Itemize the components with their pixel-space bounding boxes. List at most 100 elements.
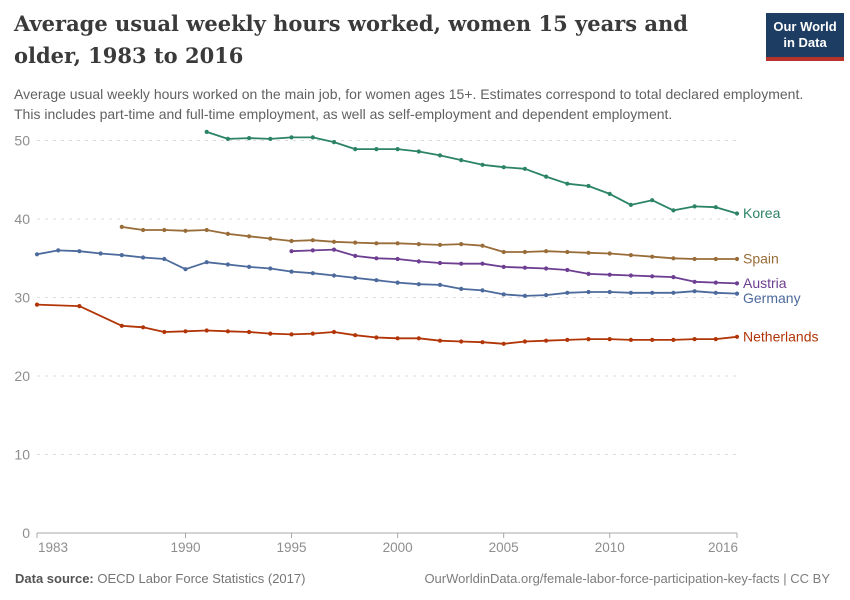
point-netherlands-1996 bbox=[310, 331, 315, 336]
point-spain-1996 bbox=[310, 238, 315, 243]
point-netherlands-2013 bbox=[671, 337, 676, 342]
point-germany-2014 bbox=[692, 289, 697, 294]
chart-canvas: 0 10 20 30 40 50 1983 1990 1995 2000 2005 2010 2016 K… bbox=[14, 129, 819, 555]
point-korea-2011 bbox=[628, 202, 634, 207]
point-spain-1998 bbox=[353, 240, 358, 245]
point-netherlands-1998 bbox=[353, 333, 358, 338]
point-germany-1984 bbox=[56, 248, 61, 253]
point-austria-2005 bbox=[501, 264, 506, 269]
point-germany-1997 bbox=[331, 273, 337, 278]
point-korea-1994 bbox=[268, 136, 273, 141]
point-netherlands-2006 bbox=[522, 339, 528, 344]
point-spain-1991 bbox=[204, 227, 209, 233]
point-austria-2002 bbox=[437, 260, 443, 266]
point-netherlands-1989 bbox=[162, 329, 167, 335]
x-axis-tick-label-2010: 2010 bbox=[595, 540, 625, 555]
point-korea-1991 bbox=[204, 129, 209, 134]
point-spain-2014 bbox=[692, 256, 697, 262]
point-korea-1995 bbox=[289, 135, 294, 140]
point-spain-1997 bbox=[331, 239, 337, 244]
point-korea-2004 bbox=[480, 162, 485, 167]
point-germany-1996 bbox=[310, 271, 315, 276]
point-korea-2013 bbox=[671, 208, 676, 213]
y-axis-tick-label-10: 10 bbox=[14, 447, 30, 463]
point-austria-1997 bbox=[331, 247, 337, 252]
point-austria-2013 bbox=[671, 275, 676, 280]
point-korea-1993 bbox=[247, 136, 252, 141]
footer-credit-link[interactable]: OurWorldinData.org/female-labor-force-pa… bbox=[424, 571, 830, 586]
point-spain-2008 bbox=[565, 249, 570, 255]
series-label-austria[interactable]: Austria bbox=[743, 275, 787, 291]
point-germany-1988 bbox=[141, 255, 146, 260]
line-netherlands[interactable] bbox=[36, 303, 738, 345]
point-germany-1994 bbox=[268, 266, 273, 271]
series-netherlands[interactable] bbox=[34, 302, 740, 346]
point-korea-1992 bbox=[225, 136, 230, 141]
point-austria-2016 bbox=[734, 281, 740, 286]
point-spain-2007 bbox=[544, 249, 549, 254]
point-netherlands-2015 bbox=[713, 337, 718, 342]
point-netherlands-1992 bbox=[225, 329, 230, 334]
point-korea-1997 bbox=[331, 140, 337, 145]
point-korea-2015 bbox=[713, 205, 718, 210]
point-netherlands-1999 bbox=[374, 335, 379, 340]
y-axis-tick-label-20: 20 bbox=[14, 368, 30, 384]
point-germany-2009 bbox=[586, 289, 591, 295]
point-netherlands-2005 bbox=[501, 341, 506, 346]
point-netherlands-1993 bbox=[247, 329, 252, 335]
point-korea-1999 bbox=[374, 147, 379, 152]
owid-logo-line1: Our World bbox=[773, 19, 837, 34]
data-source-label: Data source: bbox=[15, 571, 94, 586]
point-spain-1993 bbox=[247, 234, 252, 239]
point-spain-2013 bbox=[671, 256, 676, 261]
point-spain-1992 bbox=[225, 231, 230, 236]
footer: Data source: OECD Labor Force Statistics… bbox=[0, 568, 850, 592]
point-netherlands-2008 bbox=[565, 337, 570, 342]
point-spain-2004 bbox=[480, 243, 485, 248]
page-title: Average usual weekly hours worked, women… bbox=[14, 11, 688, 68]
point-korea-2001 bbox=[416, 149, 421, 154]
x-axis-tick-label-1995: 1995 bbox=[277, 540, 307, 555]
point-spain-1995 bbox=[289, 238, 294, 244]
point-netherlands-2001 bbox=[416, 336, 421, 341]
point-spain-1990 bbox=[183, 228, 188, 233]
point-austria-2008 bbox=[565, 267, 570, 273]
point-netherlands-1990 bbox=[183, 329, 188, 334]
point-germany-1991 bbox=[204, 260, 209, 265]
point-germany-1993 bbox=[247, 264, 252, 269]
point-netherlands-1988 bbox=[141, 325, 146, 330]
series-germany[interactable] bbox=[34, 248, 740, 298]
series-label-korea[interactable]: Korea bbox=[743, 205, 781, 221]
point-germany-1983 bbox=[34, 252, 40, 257]
series-label-spain[interactable]: Spain bbox=[743, 251, 779, 267]
point-germany-2000 bbox=[395, 280, 400, 285]
series-austria[interactable] bbox=[289, 247, 740, 286]
series-spain[interactable] bbox=[119, 224, 740, 262]
line-spain[interactable] bbox=[121, 226, 737, 260]
point-korea-2002 bbox=[437, 153, 443, 158]
point-spain-1999 bbox=[374, 241, 379, 246]
point-netherlands-1995 bbox=[289, 332, 294, 337]
line-austria[interactable] bbox=[291, 248, 738, 285]
point-spain-2016 bbox=[734, 256, 740, 262]
point-spain-1987 bbox=[119, 224, 124, 229]
point-germany-1998 bbox=[353, 275, 358, 280]
point-korea-2009 bbox=[586, 183, 591, 189]
point-korea-2000 bbox=[395, 147, 400, 152]
line-germany[interactable] bbox=[36, 249, 738, 297]
point-spain-2011 bbox=[628, 253, 634, 258]
point-germany-2002 bbox=[437, 282, 443, 287]
x-axis-tick-label-2005: 2005 bbox=[489, 540, 519, 555]
series-korea[interactable] bbox=[204, 129, 740, 216]
point-netherlands-1987 bbox=[119, 323, 124, 328]
series-label-netherlands[interactable]: Netherlands bbox=[743, 328, 819, 344]
owid-logo[interactable]: Our World in Data bbox=[766, 13, 844, 61]
point-germany-2005 bbox=[501, 292, 506, 297]
y-axis-tick-label-0: 0 bbox=[22, 525, 30, 541]
point-germany-1985 bbox=[77, 249, 82, 254]
point-germany-2001 bbox=[416, 282, 421, 287]
point-germany-2007 bbox=[544, 293, 549, 298]
series-label-germany[interactable]: Germany bbox=[743, 290, 801, 306]
line-korea[interactable] bbox=[206, 131, 738, 215]
point-spain-2005 bbox=[501, 249, 506, 255]
